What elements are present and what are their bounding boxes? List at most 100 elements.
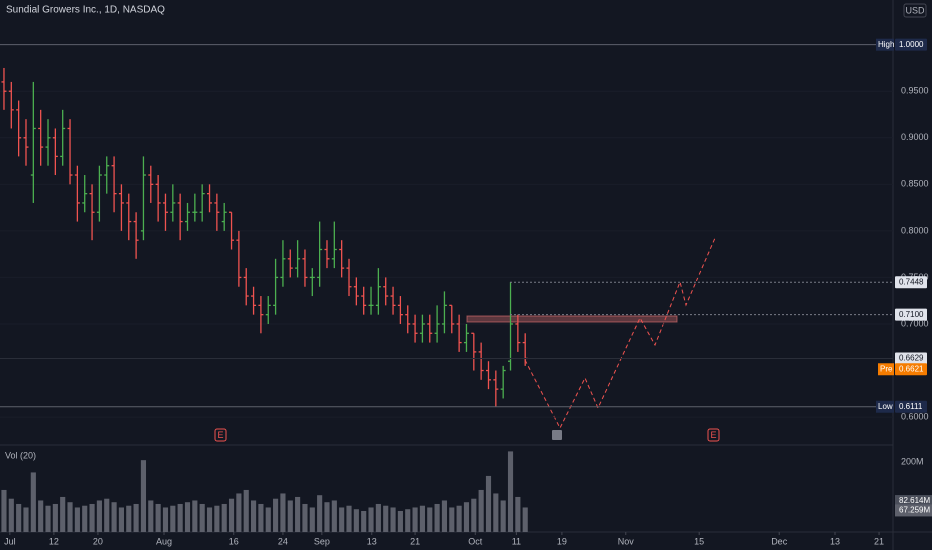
y-tick-label: 0.8000 <box>901 225 929 235</box>
price-label-name: Pre <box>880 364 893 373</box>
volume-bar <box>104 498 110 532</box>
volume-bar <box>118 507 124 532</box>
volume-bar <box>368 507 374 532</box>
volume-bar <box>60 496 66 532</box>
volume-bar <box>140 460 147 532</box>
volume-bar <box>361 510 367 532</box>
volume-bar <box>375 503 381 532</box>
volume-bar <box>133 503 139 532</box>
x-tick-label: 12 <box>49 536 59 546</box>
price-label-box <box>895 38 927 51</box>
volume-bar <box>522 507 528 532</box>
volume-bar <box>221 503 227 532</box>
volume-bar <box>317 495 323 532</box>
volume-bar <box>38 500 44 532</box>
y-tick-label: 0.9000 <box>901 132 929 142</box>
x-tick-label: 11 <box>512 536 521 546</box>
x-tick-label: Aug <box>156 536 172 546</box>
x-tick-label: 21 <box>874 536 884 546</box>
volume-bar <box>162 507 169 532</box>
volume-bar <box>265 507 271 532</box>
earnings-marker-box <box>214 428 227 442</box>
volume-bar <box>478 489 484 532</box>
volume-bar <box>8 498 14 532</box>
price-label-box <box>895 400 927 413</box>
currency: USD <box>905 5 925 15</box>
volume-bar <box>441 500 448 532</box>
x-tick-label: Dec <box>771 536 788 546</box>
price-label: 0.7100 <box>899 310 924 319</box>
x-tick-label: 24 <box>278 536 288 546</box>
price-label-box <box>895 276 927 289</box>
projection-path <box>524 237 716 430</box>
volume-bar <box>170 505 176 532</box>
volume-bar <box>405 509 411 532</box>
volume-bar <box>74 507 80 532</box>
price-label-box <box>895 352 927 365</box>
x-tick-label: Oct <box>468 536 483 546</box>
x-tick-label: 16 <box>229 536 239 546</box>
x-tick-label: 19 <box>557 536 567 546</box>
x-tick-label: 13 <box>367 536 377 546</box>
volume-label-box <box>895 495 932 508</box>
earnings-marker-box <box>707 428 720 442</box>
volume-bar <box>339 507 345 532</box>
zone <box>466 315 678 323</box>
x-tick-label: 15 <box>694 536 704 546</box>
volume-bar <box>111 502 117 532</box>
volume-bar <box>199 503 205 532</box>
x-tick-label: 13 <box>830 536 840 546</box>
volume-bar <box>251 500 257 532</box>
volume-bar <box>45 505 51 532</box>
chart-title: Sundial Growers Inc., 1D, NASDAQ <box>6 5 165 16</box>
volume-bar <box>52 503 58 532</box>
price-label-name-box <box>876 38 894 51</box>
volume-bar <box>493 493 499 532</box>
earnings-marker: E <box>710 430 716 440</box>
price-label: 0.6621 <box>899 364 924 373</box>
price-label-name: High <box>878 40 894 49</box>
volume-bar <box>471 498 477 532</box>
volume-bar <box>515 496 521 532</box>
volume-label-box <box>895 504 932 517</box>
volume-bar <box>82 505 88 532</box>
y-tick-label: 0.8500 <box>901 179 929 189</box>
dividend-icon <box>552 430 562 440</box>
volume-bar <box>383 505 389 532</box>
price-label-box <box>895 363 927 376</box>
volume-tick-label: 200M <box>901 456 924 466</box>
volume-bar <box>16 503 22 532</box>
volume-title: Vol (20) <box>5 450 36 460</box>
volume-bar <box>295 496 301 532</box>
x-tick-label: Nov <box>618 536 635 546</box>
volume-bar <box>177 503 183 532</box>
volume-bar <box>206 507 213 532</box>
volume-bar <box>258 503 264 532</box>
volume-bar <box>427 507 433 532</box>
y-tick-label: 0.9500 <box>901 86 929 96</box>
x-tick-label: 21 <box>410 536 420 546</box>
x-tick-label: Sep <box>314 536 330 546</box>
volume-bar <box>485 475 492 532</box>
volume-bar <box>324 502 330 532</box>
x-tick-label: 20 <box>93 536 103 546</box>
volume-bar <box>214 505 220 532</box>
y-tick-label: 0.6000 <box>901 411 929 421</box>
price-label-name-box <box>878 363 894 376</box>
volume-bar <box>302 503 308 532</box>
volume-bar <box>273 498 279 532</box>
price-label: 0.6629 <box>899 354 924 363</box>
volume-bar <box>280 493 286 532</box>
price-label: 1.0000 <box>899 40 924 49</box>
volume-bar <box>228 498 235 532</box>
volume-bar <box>287 500 293 532</box>
volume-bar <box>390 507 396 532</box>
volume-bar <box>353 509 359 532</box>
y-tick-label: 0.7000 <box>901 318 929 328</box>
volume-bar <box>23 507 29 532</box>
price-label-name: Low <box>878 402 893 411</box>
volume-bar <box>126 505 132 532</box>
volume-bar <box>434 503 440 532</box>
